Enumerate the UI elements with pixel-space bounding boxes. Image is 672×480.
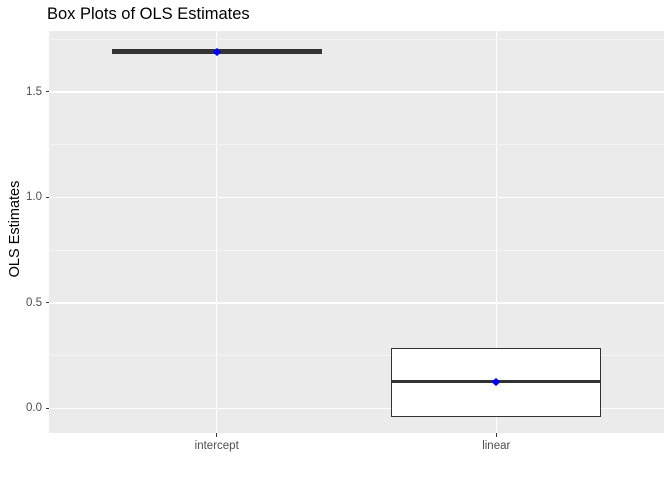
gridline-vertical [215, 31, 218, 433]
gridline-major [49, 196, 664, 199]
y-axis-title: OLS Estimates [7, 180, 23, 278]
x-tick-label: linear [482, 440, 511, 452]
gridline-minor [49, 38, 664, 40]
gridline-minor [49, 355, 664, 357]
x-tick-mark [216, 433, 218, 437]
gridline-major [49, 407, 664, 410]
y-tick-label: 0.0 [26, 402, 42, 415]
y-tick-label: 0.5 [26, 296, 42, 309]
plot-panel [49, 31, 664, 433]
gridline-vertical [495, 31, 498, 433]
y-tick-label: 1.5 [26, 85, 42, 98]
gridline-major [49, 91, 664, 93]
x-tick-label: intercept [194, 440, 239, 452]
chart-title: Box Plots of OLS Estimates [47, 5, 250, 23]
gridline-major [49, 302, 664, 304]
gridline-minor [49, 144, 664, 146]
gridline-minor [49, 249, 664, 251]
x-tick-mark [495, 433, 497, 437]
